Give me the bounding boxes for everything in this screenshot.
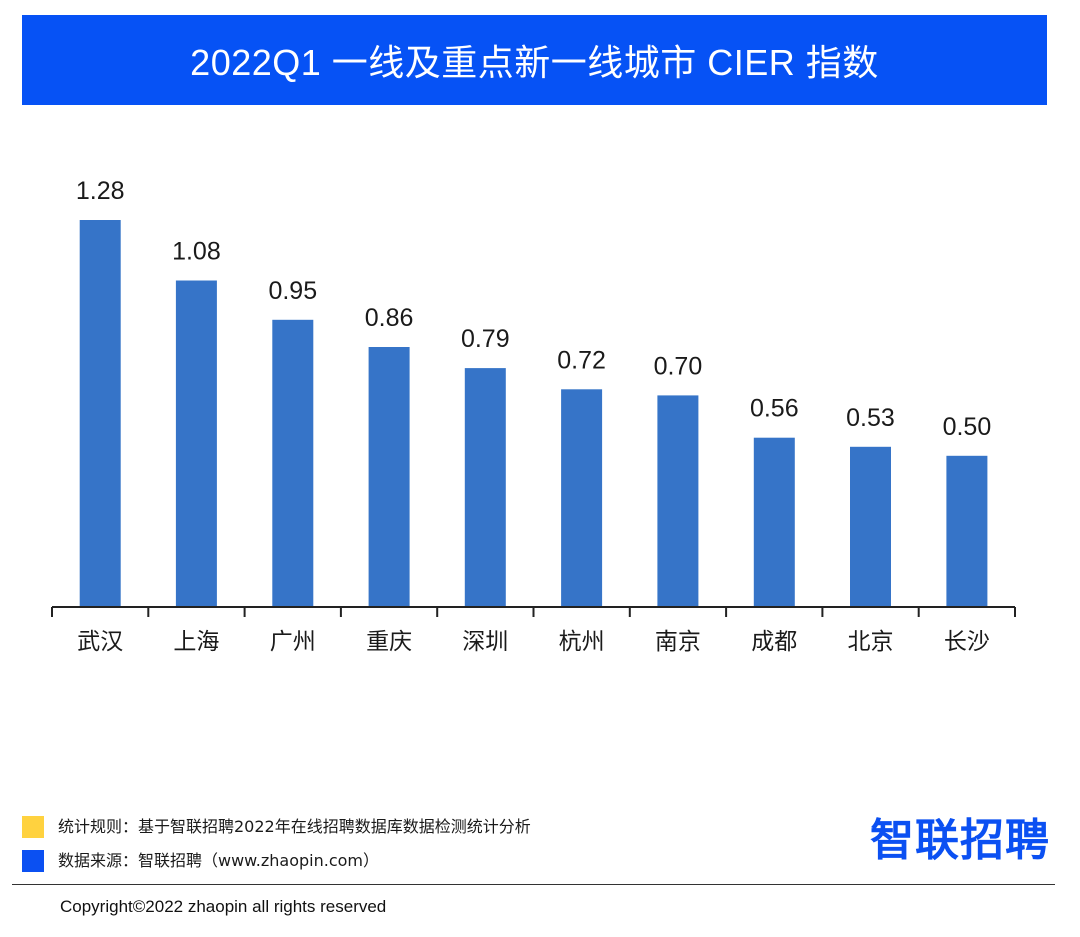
copyright-text: Copyright©2022 zhaopin all rights reserv… xyxy=(60,897,387,916)
title-banner: 2022Q1 一线及重点新一线城市 CIER 指数 xyxy=(22,15,1047,105)
value-label-1: 1.28 xyxy=(76,177,125,205)
footer-note-rule: 统计规则：基于智联招聘2022年在线招聘数据库数据检测统计分析 xyxy=(22,816,531,838)
bar-10 xyxy=(946,455,988,607)
bar-4 xyxy=(368,347,410,607)
bar-6 xyxy=(561,389,603,607)
value-label-4: 0.86 xyxy=(365,304,414,332)
bar-5 xyxy=(464,368,506,607)
zhaopin-logo: 智联招聘 xyxy=(870,815,1050,866)
note-marker-square xyxy=(22,850,44,872)
bar-chart: 1.28 武汉 1.08 上海 0.95 广州 0.86 重庆 0.79 深圳 0.72 杭州 0.70… xyxy=(51,177,1016,655)
bar-1 xyxy=(79,220,121,607)
category-label-2: 上海 xyxy=(173,629,219,655)
rule-note-text: 统计规则：基于智联招聘2022年在线招聘数据库数据检测统计分析 xyxy=(58,817,531,836)
category-label-1: 武汉 xyxy=(77,629,123,655)
bar-8 xyxy=(753,437,795,607)
category-label-7: 南京 xyxy=(655,629,701,655)
category-label-9: 北京 xyxy=(848,629,894,655)
value-label-9: 0.53 xyxy=(846,404,895,432)
bar-2 xyxy=(175,280,217,607)
value-label-5: 0.79 xyxy=(461,325,510,353)
category-label-8: 成都 xyxy=(751,629,797,655)
category-label-4: 重庆 xyxy=(366,629,412,655)
value-label-2: 1.08 xyxy=(172,238,221,266)
value-label-7: 0.70 xyxy=(654,352,703,380)
footer-note-source: 数据来源：智联招聘（www.zhaopin.com） xyxy=(22,850,379,872)
value-label-6: 0.72 xyxy=(557,346,606,374)
category-label-6: 杭州 xyxy=(559,629,605,655)
value-label-3: 0.95 xyxy=(268,277,317,305)
category-label-10: 长沙 xyxy=(944,629,990,655)
chart-title: 2022Q1 一线及重点新一线城市 CIER 指数 xyxy=(190,42,879,83)
source-note-text: 数据来源：智联招聘（www.zhaopin.com） xyxy=(58,851,380,870)
bar-7 xyxy=(657,395,699,607)
note-marker-square xyxy=(22,816,44,838)
bar-3 xyxy=(272,319,314,607)
category-label-5: 深圳 xyxy=(462,629,508,655)
footer-divider xyxy=(12,884,1055,885)
value-label-10: 0.50 xyxy=(943,413,992,441)
category-label-3: 广州 xyxy=(270,629,316,655)
bar-9 xyxy=(850,446,891,607)
value-label-8: 0.56 xyxy=(750,395,799,423)
